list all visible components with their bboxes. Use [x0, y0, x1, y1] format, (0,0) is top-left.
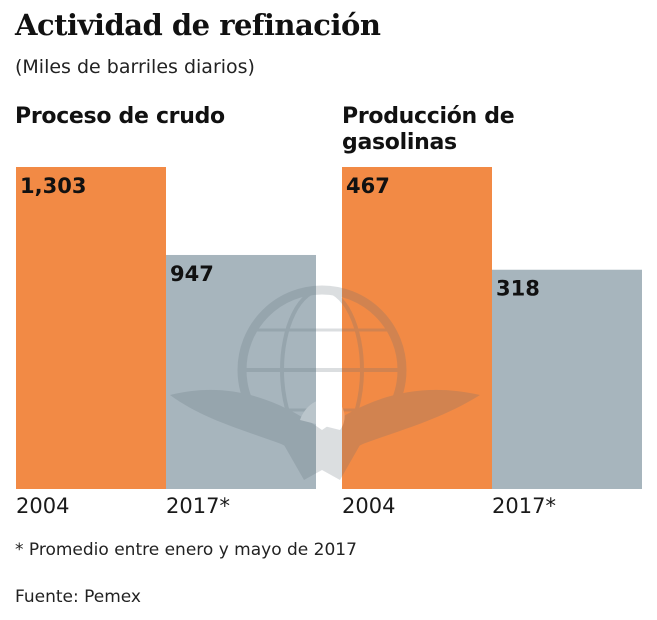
x-tick-label: 2017*	[166, 494, 230, 518]
pemex-eagle-globe-icon	[170, 285, 480, 480]
panel-title-proceso-crudo: Proceso de crudo	[15, 104, 225, 129]
panel-title-text: Producción de gasolinas	[342, 104, 515, 155]
bar-0-2004	[16, 167, 166, 489]
chart-title: Actividad de refinación	[15, 8, 381, 42]
x-tick-label: 2004	[342, 494, 395, 518]
bar-value-label: 318	[496, 277, 540, 301]
labels-layer: 1,303 2004 947 2017* 467 2004 318 2017*	[16, 174, 556, 518]
bar-0-2017	[166, 254, 316, 489]
panel-title-produccion-gasolinas: Producción de gasolinas	[342, 104, 642, 156]
bar-1-2017	[492, 269, 642, 489]
x-tick-label: 2004	[16, 494, 69, 518]
chart-subtitle: (Miles de barriles diarios)	[15, 56, 255, 78]
bar-value-label: 947	[170, 262, 214, 286]
source-note: Fuente: Pemex	[15, 587, 141, 607]
footnote: * Promedio entre enero y mayo de 2017	[15, 540, 357, 560]
x-tick-label: 2017*	[492, 494, 556, 518]
bars-layer	[16, 167, 642, 489]
bar-value-label: 1,303	[20, 174, 86, 198]
bar-value-label: 467	[346, 174, 390, 198]
bar-1-2004	[342, 167, 492, 489]
